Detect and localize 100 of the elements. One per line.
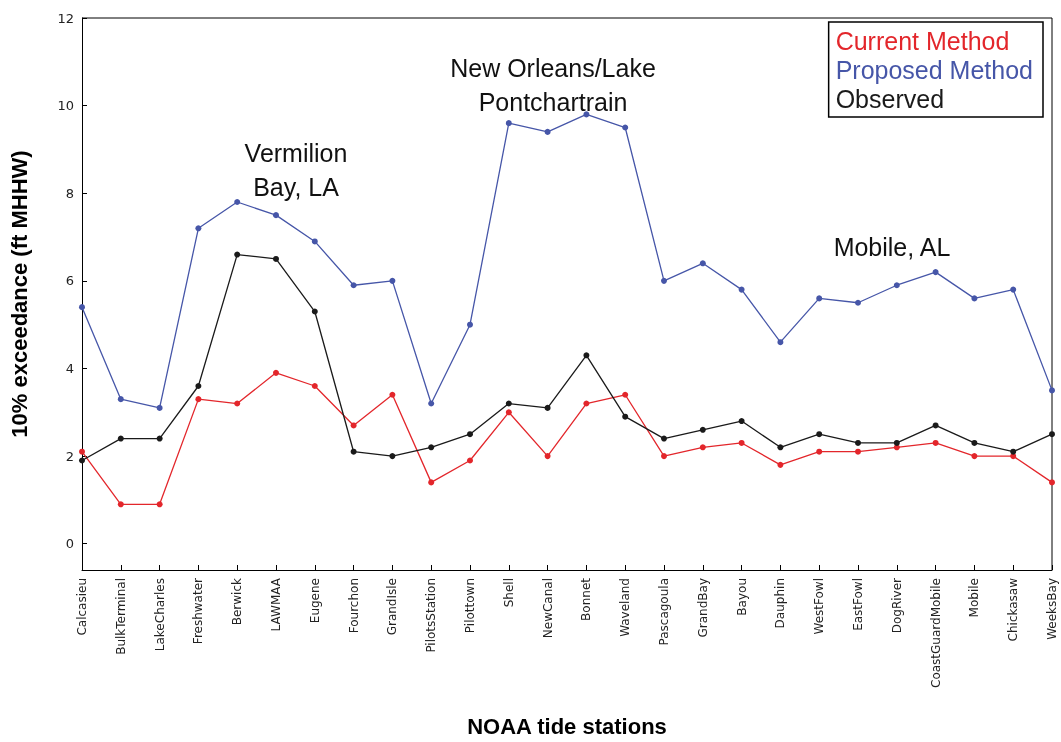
point	[311, 383, 318, 389]
point	[816, 448, 823, 455]
x-tick-label: GrandIsle	[385, 578, 400, 636]
point	[467, 321, 473, 328]
point	[389, 391, 396, 398]
point	[389, 277, 396, 284]
point	[428, 444, 435, 451]
y-axis-title: 10% exceedance (ft MHHW)	[6, 150, 32, 438]
point	[1010, 286, 1017, 293]
point	[195, 383, 202, 389]
x-tick-label: EastFowl	[851, 578, 865, 631]
point	[777, 461, 784, 468]
point	[1049, 479, 1055, 486]
point	[622, 413, 629, 420]
x-tick-label: LakeCharles	[152, 578, 167, 652]
point	[893, 439, 900, 446]
x-tick-label: GrandBay	[695, 578, 710, 638]
y-tick-label: 8	[65, 185, 74, 201]
x-tick-label: Mobile	[967, 578, 982, 618]
point	[79, 304, 85, 311]
point	[855, 299, 861, 306]
x-tick-label: Shell	[501, 578, 516, 608]
point	[1049, 431, 1055, 438]
y-tick-label: 2	[65, 448, 74, 464]
point	[273, 369, 279, 376]
point	[777, 444, 784, 451]
x-tick-label: Bonnet	[579, 577, 594, 621]
point	[350, 282, 357, 289]
point	[195, 225, 202, 232]
point	[583, 111, 590, 118]
x-tick-label: Berwick	[230, 577, 245, 626]
point	[544, 128, 551, 135]
point	[661, 435, 667, 442]
point	[311, 308, 318, 315]
point	[117, 435, 124, 442]
point	[273, 255, 279, 262]
point	[932, 269, 939, 276]
x-tick-label: Pascagoula	[657, 578, 671, 646]
x-tick-label: Fourchon	[346, 578, 361, 634]
point	[699, 426, 706, 433]
point	[273, 212, 279, 219]
y-tick-label: 12	[57, 10, 74, 26]
point	[661, 453, 667, 460]
point	[428, 479, 435, 486]
x-tick-label: Eugene	[307, 578, 322, 624]
y-tick-label: 10	[57, 98, 74, 114]
x-axis-title: NOAA tide stations	[467, 713, 667, 739]
point	[195, 396, 202, 403]
text: Observed	[835, 84, 945, 113]
x-tick-label: CoastGuardMobile	[928, 578, 943, 688]
x-tick-label: WeeksBay	[1045, 578, 1059, 640]
point	[699, 260, 706, 267]
point	[816, 431, 823, 438]
point	[428, 400, 435, 407]
y-tick-label: 4	[65, 360, 74, 376]
point	[467, 431, 473, 438]
point	[738, 418, 745, 425]
point	[117, 501, 124, 508]
x-tick-label: WestFowl	[812, 578, 827, 635]
point	[855, 439, 861, 446]
x-tick-label: NewCanal	[540, 578, 555, 639]
point	[505, 120, 512, 127]
text: Proposed Method	[835, 55, 1034, 84]
point	[117, 396, 124, 403]
x-tick-label: DogRiver	[889, 577, 904, 634]
point	[79, 448, 85, 455]
annotation: New Orleans/Lake Pontchartrain	[450, 54, 656, 116]
point	[156, 404, 163, 411]
point	[156, 435, 163, 442]
point	[505, 400, 512, 407]
point	[234, 251, 241, 258]
text: Current Method	[835, 26, 1010, 55]
point	[1049, 387, 1055, 394]
point	[816, 295, 823, 302]
point	[893, 282, 900, 289]
point	[971, 439, 978, 446]
point	[583, 352, 590, 359]
point	[544, 453, 551, 460]
annotation: Vermilion Bay, LA	[244, 139, 348, 201]
x-tick-label: Chickasaw	[1006, 577, 1021, 642]
x-tick-label: Dauphin	[773, 578, 788, 629]
y-tick-label: 0	[65, 536, 74, 552]
point	[350, 448, 357, 455]
point	[311, 238, 318, 245]
point	[777, 339, 784, 346]
point	[855, 448, 861, 455]
x-tick-label: Freshwater	[191, 577, 206, 645]
point	[79, 457, 85, 464]
point	[505, 409, 512, 416]
point	[389, 453, 396, 460]
point	[738, 439, 745, 446]
y-tick-label: 6	[65, 273, 74, 289]
point	[738, 286, 745, 293]
x-tick-label: Waveland	[618, 578, 633, 637]
annotation: Mobile, AL	[833, 233, 951, 261]
point	[350, 422, 357, 429]
point	[156, 501, 163, 508]
point	[661, 277, 667, 284]
point	[971, 295, 978, 302]
point	[583, 400, 590, 407]
